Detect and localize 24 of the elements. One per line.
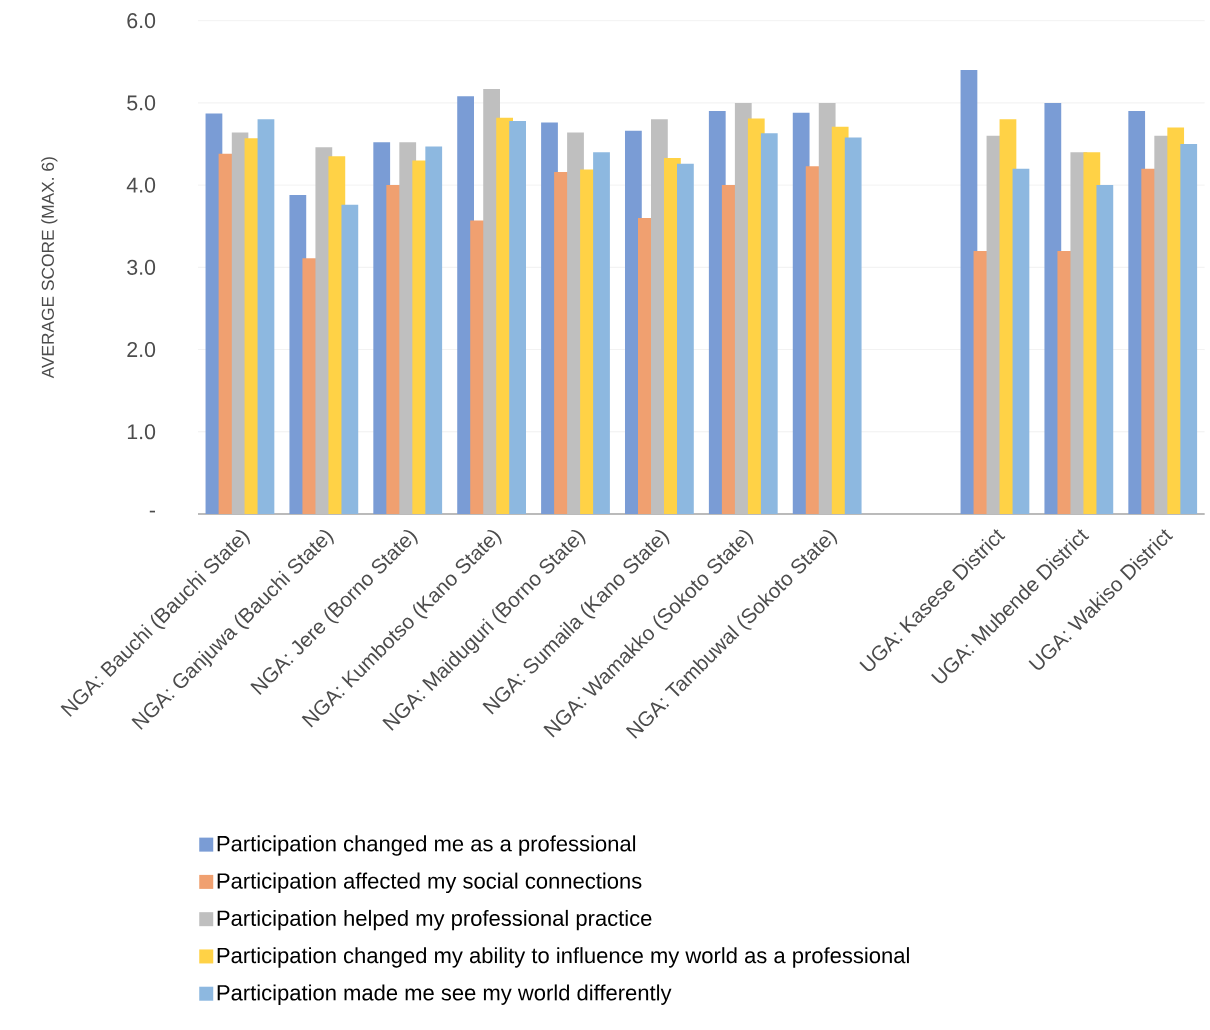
bar (1012, 168, 1030, 514)
bar (1096, 185, 1114, 514)
bar (844, 137, 862, 514)
legend-label: Participation affected my social connections (217, 872, 642, 894)
y-tick-label: 1.0 (127, 424, 156, 440)
legend-label: Participation helped my professional practice (217, 909, 652, 931)
legend-label: Participation changed my ability to influence my world as a professional (217, 947, 909, 968)
y-tick-label: 3.0 (127, 259, 156, 275)
bar (1180, 143, 1198, 514)
legend-label: Participation changed me as a professional (217, 835, 636, 856)
legend-label: Participation made me see my world differently (217, 984, 672, 1005)
bar (760, 133, 778, 514)
y-tick-label: 5.0 (127, 95, 156, 111)
bar (257, 119, 275, 514)
bar (677, 163, 694, 514)
bar (425, 146, 443, 514)
bar (593, 152, 610, 514)
y-tick-label: 2.0 (127, 342, 156, 358)
bar (509, 120, 527, 514)
y-axis-title: AVERAGE SCORE (MAX. 6) (41, 157, 58, 379)
y-tick-label: 6.0 (127, 13, 156, 29)
bar (341, 204, 359, 514)
y-tick-label: 4.0 (126, 177, 156, 193)
y-tick-label: - (149, 510, 155, 513)
